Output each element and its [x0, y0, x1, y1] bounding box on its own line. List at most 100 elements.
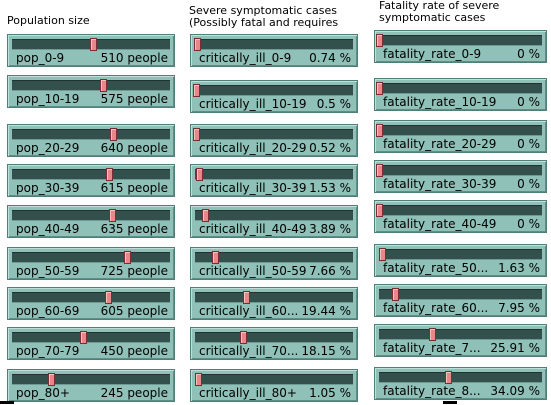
- fatality-rate-slider-0[interactable]: fatality_rate_0-9 0 %: [374, 30, 547, 63]
- slider-handle[interactable]: [376, 82, 383, 95]
- slider-track[interactable]: [379, 248, 542, 261]
- slider-track[interactable]: [379, 328, 542, 341]
- slider-track[interactable]: [12, 79, 170, 92]
- slider-value: 605 people: [100, 304, 168, 318]
- pop-slider-5[interactable]: pop_50-59 725 people: [7, 247, 175, 280]
- fatality-rate-slider-7[interactable]: fatality_rate_7... 25.91 %: [374, 324, 547, 357]
- slider-track[interactable]: [193, 38, 353, 51]
- slider-value: 19.44 %: [301, 304, 351, 318]
- slider-track[interactable]: [12, 168, 170, 181]
- slider-value: 725 people: [100, 264, 168, 278]
- slider-handle[interactable]: [196, 168, 204, 181]
- slider-handle[interactable]: [376, 124, 383, 137]
- slider-label: critically_ill_20-29: [199, 141, 307, 155]
- fatality-rate-heading: Fatality rate of severe symptomatic case…: [379, 0, 500, 24]
- pop-slider-7[interactable]: pop_70-79 450 people: [7, 327, 175, 360]
- critically-ill-slider-4[interactable]: critically_ill_40-49 3.89 %: [190, 205, 358, 238]
- critically-ill-slider-7[interactable]: critically_ill_70... 18.15 %: [190, 327, 358, 360]
- slider-track[interactable]: [194, 373, 353, 386]
- slider-value: 1.05 %: [309, 386, 351, 400]
- slider-handle[interactable]: [376, 164, 383, 177]
- slider-handle[interactable]: [376, 204, 383, 217]
- slider-value: 450 people: [100, 344, 168, 358]
- slider-handle[interactable]: [109, 209, 117, 222]
- critically-ill-slider-6[interactable]: critically_ill_60... 19.44 %: [190, 287, 358, 320]
- fatality-rate-slider-2[interactable]: fatality_rate_20-29 0 %: [374, 120, 547, 153]
- pop-slider-6[interactable]: pop_60-69 605 people: [7, 287, 175, 320]
- critically-ill-slider-8[interactable]: critically_ill_80+ 1.05 %: [190, 369, 358, 402]
- slider-label: critically_ill_40-49: [199, 222, 307, 236]
- critically-ill-slider-1[interactable]: critically_ill_10-19 0.5 %: [190, 80, 358, 113]
- slider-handle[interactable]: [379, 248, 387, 261]
- critically-ill-slider-5[interactable]: critically_ill_50-59 7.66 %: [190, 247, 358, 280]
- slider-handle[interactable]: [193, 38, 201, 51]
- slider-handle[interactable]: [392, 288, 400, 301]
- pop-slider-1[interactable]: pop_10-19 575 people: [7, 75, 175, 108]
- slider-track[interactable]: [12, 251, 170, 264]
- slider-label: fatality_rate_30-39: [383, 177, 497, 191]
- slider-handle[interactable]: [193, 84, 201, 97]
- critically-ill-slider-0[interactable]: critically_ill_0-9 0.74 %: [190, 34, 358, 67]
- slider-handle[interactable]: [99, 79, 107, 92]
- slider-handle[interactable]: [212, 251, 220, 264]
- slider-track[interactable]: [193, 128, 353, 141]
- fatality-rate-slider-6[interactable]: fatality_rate_60... 7.95 %: [374, 284, 547, 317]
- fatality-rate-slider-8[interactable]: fatality_rate_8... 34.09 %: [374, 367, 547, 400]
- pop-slider-4[interactable]: pop_40-49 635 people: [7, 205, 175, 238]
- fatality-rate-slider-5[interactable]: fatality_rate_50... 1.63 %: [374, 244, 547, 277]
- slider-handle[interactable]: [110, 128, 118, 141]
- slider-value: 1.63 %: [498, 261, 540, 275]
- slider-track[interactable]: [12, 373, 170, 386]
- slider-track[interactable]: [195, 209, 353, 222]
- slider-track[interactable]: [195, 291, 353, 304]
- slider-value: 510 people: [100, 51, 168, 65]
- slider-label: pop_20-29: [16, 141, 80, 155]
- critically-ill-slider-3[interactable]: critically_ill_30-39 1.53 %: [190, 164, 358, 197]
- slider-handle[interactable]: [193, 128, 201, 141]
- slider-handle[interactable]: [123, 251, 131, 264]
- fatality-rate-slider-4[interactable]: fatality_rate_40-49 0 %: [374, 200, 547, 233]
- slider-track[interactable]: [12, 209, 170, 222]
- slider-handle[interactable]: [80, 331, 88, 344]
- slider-handle[interactable]: [202, 209, 210, 222]
- fatality-rate-slider-3[interactable]: fatality_rate_30-39 0 %: [374, 160, 547, 193]
- slider-label: fatality_rate_60...: [383, 301, 489, 315]
- slider-track[interactable]: [376, 124, 542, 137]
- slider-handle[interactable]: [89, 38, 97, 51]
- slider-label: fatality_rate_40-49: [383, 217, 497, 231]
- slider-handle[interactable]: [47, 373, 55, 386]
- slider-track[interactable]: [12, 38, 170, 51]
- slider-track[interactable]: [376, 164, 542, 177]
- slider-track[interactable]: [379, 288, 542, 301]
- critically-ill-slider-2[interactable]: critically_ill_20-29 0.52 %: [190, 124, 358, 157]
- slider-handle[interactable]: [239, 331, 247, 344]
- slider-track[interactable]: [376, 204, 542, 217]
- slider-track[interactable]: [376, 82, 542, 95]
- slider-track[interactable]: [195, 251, 353, 264]
- pop-slider-0[interactable]: pop_0-9 510 people: [7, 34, 175, 67]
- fatality-rate-slider-1[interactable]: fatality_rate_10-19 0 %: [374, 78, 547, 111]
- slider-track[interactable]: [12, 331, 170, 344]
- slider-handle[interactable]: [243, 291, 251, 304]
- slider-value: 0 %: [517, 47, 540, 61]
- slider-track[interactable]: [379, 371, 542, 384]
- slider-track[interactable]: [195, 331, 353, 344]
- pop-slider-2[interactable]: pop_20-29 640 people: [7, 124, 175, 157]
- slider-label: fatality_rate_10-19: [383, 95, 497, 109]
- slider-handle[interactable]: [194, 373, 202, 386]
- slider-handle[interactable]: [445, 371, 453, 384]
- severe-cases-heading: Severe symptomatic cases (Possibly fatal…: [189, 4, 339, 29]
- slider-value: 245 people: [100, 386, 168, 400]
- slider-handle[interactable]: [376, 34, 383, 47]
- slider-track[interactable]: [376, 34, 542, 47]
- slider-handle[interactable]: [428, 328, 436, 341]
- slider-track[interactable]: [193, 84, 353, 97]
- slider-track[interactable]: [12, 291, 170, 304]
- slider-handle[interactable]: [106, 168, 114, 181]
- slider-value: 25.91 %: [490, 341, 540, 355]
- slider-track[interactable]: [12, 128, 170, 141]
- pop-slider-3[interactable]: pop_30-39 615 people: [7, 164, 175, 197]
- pop-slider-8[interactable]: pop_80+ 245 people: [7, 369, 175, 402]
- slider-track[interactable]: [195, 168, 353, 181]
- slider-handle[interactable]: [104, 291, 112, 304]
